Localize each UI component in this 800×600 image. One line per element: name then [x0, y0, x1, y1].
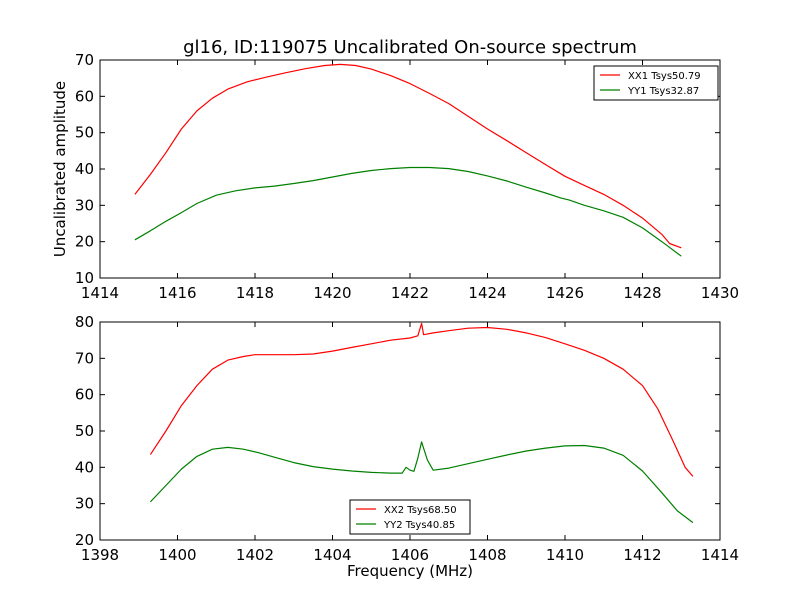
y-tick-label: 70	[75, 51, 94, 69]
series-line-yy	[149, 441, 694, 524]
legend: XX2 Tsys68.50 YY2 Tsys40.85	[349, 499, 471, 535]
x-tick-label: 1404	[313, 546, 351, 564]
legend-box	[593, 65, 719, 101]
x-tick-label: 1406	[391, 546, 429, 564]
y-tick-label: 10	[75, 269, 94, 287]
x-tick-label: 1414	[81, 284, 119, 302]
y-tick-label: 30	[75, 196, 94, 214]
y-axis-title: Uncalibrated amplitude	[51, 81, 69, 257]
x-tick-label: 1398	[81, 546, 119, 564]
legend-entry: YY2 Tsys40.85	[383, 520, 455, 531]
legend-box	[349, 499, 471, 535]
y-tick-label: 50	[75, 124, 94, 142]
x-tick-label: 1422	[391, 284, 429, 302]
x-tick-label: 1420	[313, 284, 351, 302]
y-tick-label: 40	[75, 458, 94, 476]
y-tick-label: 50	[75, 422, 94, 440]
x-tick-label: 1412	[623, 546, 661, 564]
y-tick-label: 60	[75, 87, 94, 105]
y-tick-label: 80	[75, 313, 94, 331]
x-tick-label: 1424	[468, 284, 506, 302]
x-tick-label: 1414	[701, 546, 739, 564]
y-tick-label: 40	[75, 160, 94, 178]
legend-entry: YY1 Tsys32.87	[627, 86, 699, 97]
x-tick-label: 1408	[468, 546, 506, 564]
x-tick-label: 1400	[158, 546, 196, 564]
y-tick-label: 60	[75, 386, 94, 404]
y-tick-label: 30	[75, 495, 94, 513]
series-line-yy	[134, 166, 682, 257]
x-tick-label: 1410	[546, 546, 584, 564]
top-plot: 1414 1416 1418 1420 1422 1424 1426 1428 1430 10 20…	[51, 51, 739, 302]
x-tick-label: 1428	[623, 284, 661, 302]
figure-title: gl16, ID:119075 Uncalibrated On-source s…	[183, 37, 637, 58]
x-tick-label: 1426	[546, 284, 584, 302]
legend-entry: XX1 Tsys50.79	[628, 71, 701, 82]
legend-entry: XX2 Tsys68.50	[384, 505, 457, 516]
legend: XX1 Tsys50.79 YY1 Tsys32.87	[593, 65, 719, 101]
series-line-xx	[134, 63, 682, 249]
series-line-xx	[149, 322, 694, 477]
y-tick-label: 20	[75, 233, 94, 251]
x-tick-label: 1430	[701, 284, 739, 302]
x-tick-label: 1416	[158, 284, 196, 302]
y-tick-label: 20	[75, 531, 94, 549]
bottom-plot: 1398 1400 1402 1404 1406 1408 1410 1412 1414 20 30…	[75, 313, 739, 580]
x-tick-label: 1402	[236, 546, 274, 564]
x-axis-title: Frequency (MHz)	[347, 562, 473, 580]
x-tick-label: 1418	[236, 284, 274, 302]
y-tick-label: 70	[75, 349, 94, 367]
